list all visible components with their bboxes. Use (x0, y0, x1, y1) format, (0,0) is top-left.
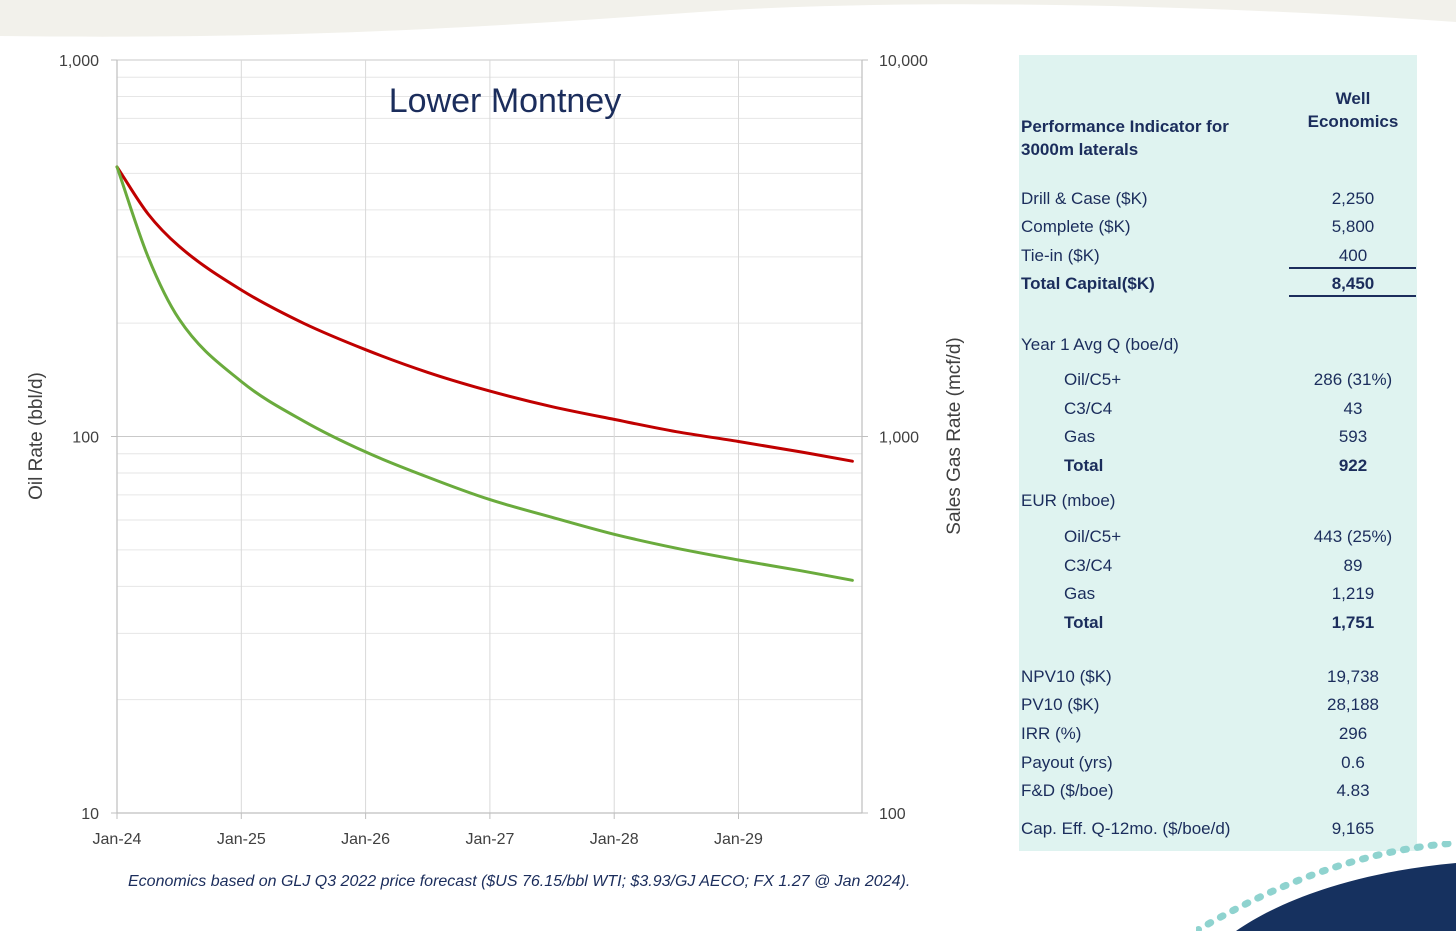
x-tick-label: Jan-26 (341, 831, 390, 848)
y-left-tick-label: 100 (72, 430, 99, 447)
y-left-tick-label: 10 (81, 806, 99, 823)
gas-rate-line (115, 165, 854, 463)
row-value: 286 (31%) (1313, 370, 1393, 389)
row-label: Total (1064, 456, 1104, 475)
corner-decoration (1196, 841, 1456, 931)
chart-series (115, 165, 854, 582)
panel-column-header: Well Economics (1307, 89, 1399, 131)
row-tie-in: Tie-in ($K) 400 (1019, 244, 1417, 268)
row-value: 19,738 (1327, 667, 1379, 686)
row-value: 593 (1338, 427, 1368, 446)
row-label: C3/C4 (1064, 399, 1113, 418)
x-tick-label: Jan-28 (590, 831, 639, 848)
chart-title: Lower Montney (389, 82, 621, 120)
chart-tick-labels: 10 100 1,000 100 1,000 10,000 Jan-24 Jan-25 Jan-… (59, 53, 928, 848)
row-eur-total: Total 1,751 (1019, 611, 1417, 635)
row-eur-c3c4: C3/C4 89 (1019, 554, 1417, 578)
economics-footnote: Economics based on GLJ Q3 2022 price for… (128, 873, 911, 890)
chart-axes (111, 59, 868, 819)
total-capital-rule-bottom (1289, 295, 1416, 297)
row-label: PV10 ($K) (1021, 695, 1100, 714)
row-value: 9,165 (1331, 819, 1375, 838)
row-year1-gas: Gas 593 (1019, 425, 1417, 449)
y-axis-right-label: Sales Gas Rate (mcf/d) (944, 337, 965, 534)
row-label: F&D ($/boe) (1021, 781, 1114, 800)
row-label: Tie-in ($K) (1021, 246, 1100, 265)
y-right-tick-label: 1,000 (879, 430, 919, 447)
well-economics-panel: Performance Indicator for 3000m laterals… (1019, 55, 1417, 851)
y-axis-left-label: Oil Rate (bbl/d) (26, 372, 47, 500)
row-label: C3/C4 (1064, 556, 1113, 575)
row-value: 400 (1338, 246, 1368, 265)
row-value: 89 (1343, 556, 1363, 575)
row-label: Gas (1064, 427, 1096, 446)
row-year1-total: Total 922 (1019, 454, 1417, 478)
row-label: EUR (mboe) (1021, 491, 1116, 510)
row-value: 43 (1343, 399, 1363, 418)
row-eur-heading: EUR (mboe) (1019, 489, 1417, 513)
row-eur-oil: Oil/C5+ 443 (25%) (1019, 525, 1417, 549)
row-label: NPV10 ($K) (1021, 667, 1112, 686)
row-value: 443 (25%) (1313, 527, 1393, 546)
row-label: Oil/C5+ (1064, 370, 1122, 389)
row-label: Payout (yrs) (1021, 753, 1113, 772)
row-label: Gas (1064, 584, 1096, 603)
row-label: IRR (%) (1021, 724, 1082, 743)
oil-rate-line (115, 165, 854, 582)
row-label: Total (1064, 613, 1104, 632)
row-value: 296 (1338, 724, 1368, 743)
row-value: 2,250 (1331, 189, 1375, 208)
total-capital-rule-top (1289, 267, 1416, 269)
row-value: 4.83 (1336, 781, 1370, 800)
y-right-tick-label: 10,000 (879, 53, 928, 70)
row-label: Drill & Case ($K) (1021, 189, 1148, 208)
row-irr: IRR (%) 296 (1019, 722, 1417, 746)
row-label: Oil/C5+ (1064, 527, 1122, 546)
x-tick-label: Jan-24 (93, 831, 142, 848)
row-drill-case: Drill & Case ($K) 2,250 (1019, 187, 1417, 211)
y-right-tick-label: 100 (879, 806, 906, 823)
row-complete: Complete ($K) 5,800 (1019, 215, 1417, 239)
row-fd: F&D ($/boe) 4.83 (1019, 779, 1417, 803)
row-value: 8,450 (1331, 274, 1375, 293)
row-value: 922 (1338, 456, 1368, 475)
row-year1-c3c4: C3/C4 43 (1019, 397, 1417, 421)
row-total-capital: Total Capital($K) 8,450 (1019, 272, 1417, 296)
row-label: Year 1 Avg Q (boe/d) (1021, 335, 1179, 354)
row-cap-eff: Cap. Eff. Q-12mo. ($/boe/d) 9,165 (1019, 817, 1417, 841)
row-year1-heading: Year 1 Avg Q (boe/d) (1019, 333, 1417, 357)
x-tick-label: Jan-27 (465, 831, 514, 848)
row-label: Cap. Eff. Q-12mo. ($/boe/d) (1021, 819, 1231, 838)
row-label: Complete ($K) (1021, 217, 1131, 236)
y-left-tick-label: 1,000 (59, 53, 99, 70)
row-npv10: NPV10 ($K) 19,738 (1019, 665, 1417, 689)
row-eur-gas: Gas 1,219 (1019, 582, 1417, 606)
row-value: 28,188 (1327, 695, 1379, 714)
top-decorative-band (0, 0, 1456, 37)
panel-header-label: Performance Indicator for 3000m laterals (1021, 117, 1229, 159)
chart-grid (117, 59, 862, 814)
row-value: 5,800 (1331, 217, 1375, 236)
row-value: 1,751 (1331, 613, 1375, 632)
row-value: 1,219 (1331, 584, 1375, 603)
row-payout: Payout (yrs) 0.6 (1019, 751, 1417, 775)
x-tick-label: Jan-25 (217, 831, 266, 848)
row-value: 0.6 (1341, 753, 1365, 772)
x-tick-label: Jan-29 (714, 831, 763, 848)
row-label: Total Capital($K) (1021, 274, 1155, 293)
row-pv10: PV10 ($K) 28,188 (1019, 693, 1417, 717)
row-year1-oil: Oil/C5+ 286 (31%) (1019, 368, 1417, 392)
decline-curve-chart: 10 100 1,000 100 1,000 10,000 Jan-24 Jan-25 Jan-… (26, 53, 965, 848)
